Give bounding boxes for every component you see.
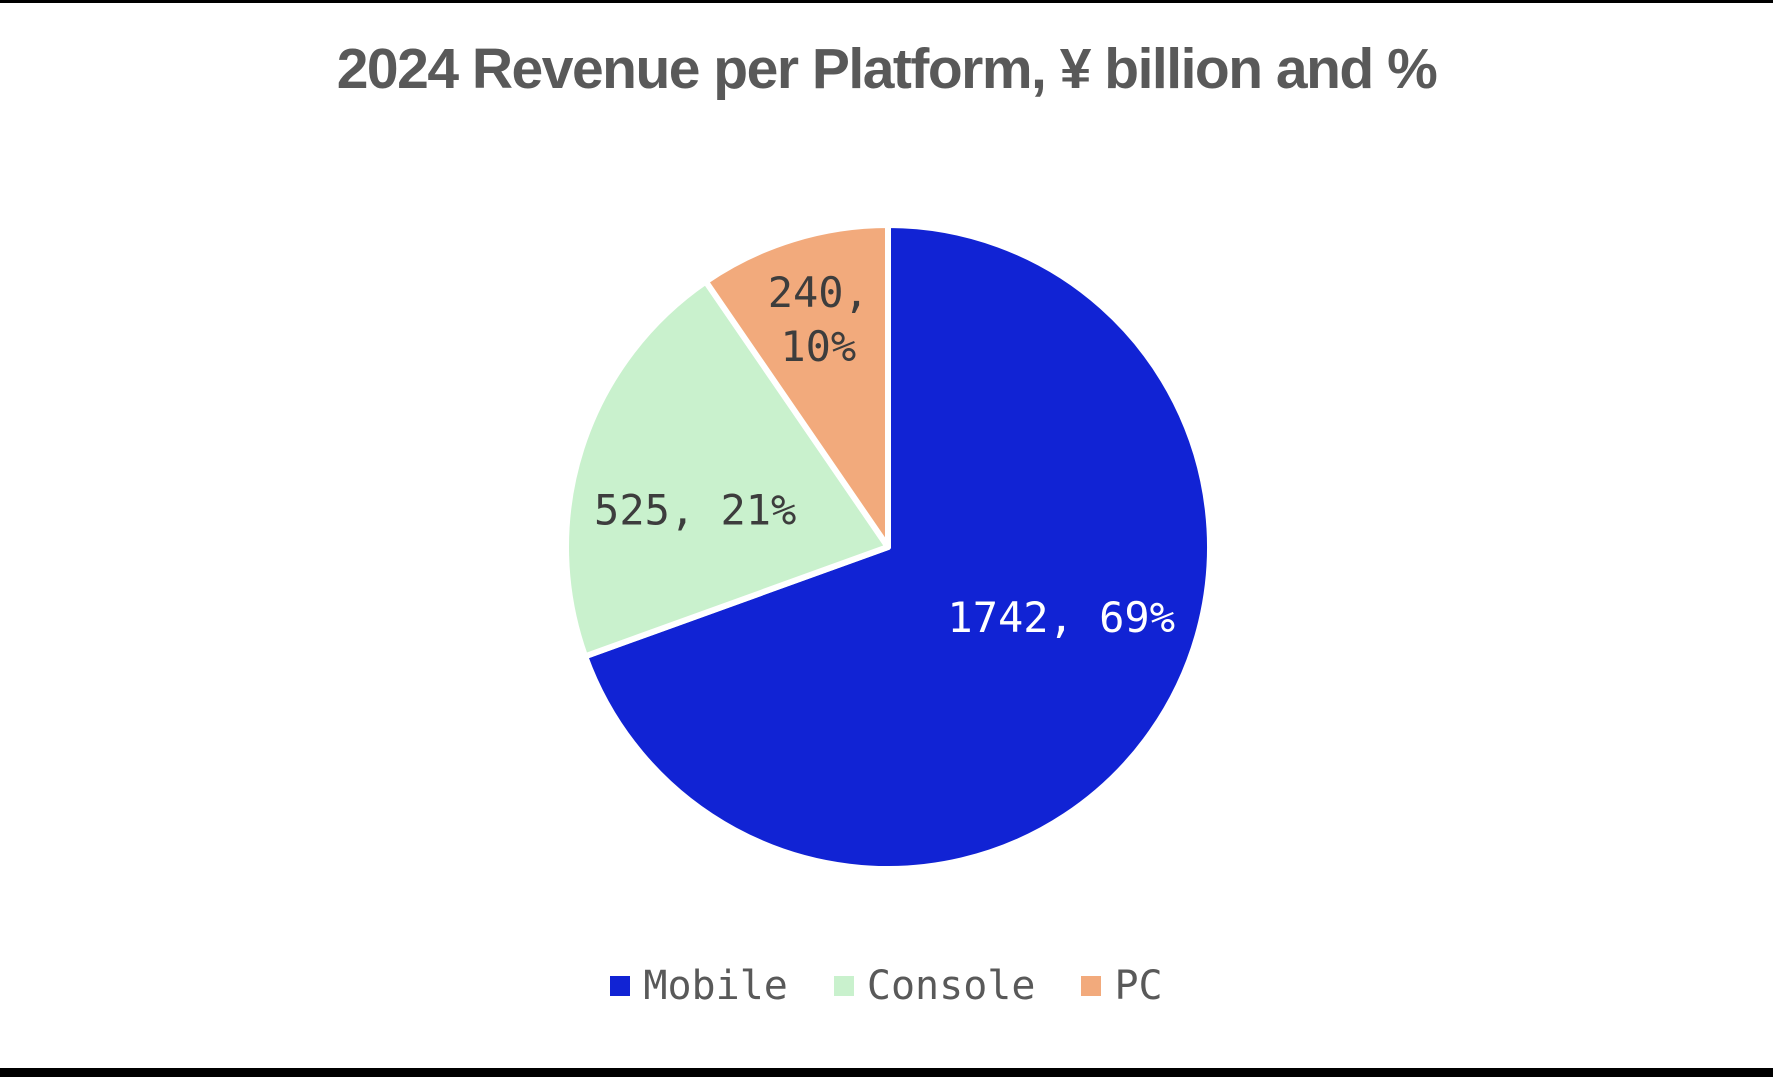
chart-title: 2024 Revenue per Platform, ¥ billion and… bbox=[336, 37, 1438, 101]
letterbox-top-bar bbox=[0, 0, 1773, 3]
legend-swatch-mobile-icon bbox=[610, 976, 631, 996]
legend-label-console: Console bbox=[866, 963, 1036, 1009]
legend-swatch-pc-icon bbox=[1081, 976, 1102, 996]
pie-slice-label-pc: 240, 10% bbox=[768, 268, 869, 371]
pie-chart: 1742, 69% 525, 21% 240, 10% bbox=[563, 222, 1213, 872]
pie-slice-console bbox=[563, 278, 891, 660]
legend-item-mobile: Mobile bbox=[610, 966, 788, 1006]
pie-slice-label-mobile: 1742, 69% bbox=[947, 593, 1175, 642]
legend-label-mobile: Mobile bbox=[643, 963, 788, 1009]
pie-slice-label-console: 525, 21% bbox=[594, 486, 796, 535]
legend-item-pc: PC bbox=[1081, 963, 1163, 1009]
legend-swatch-console-icon bbox=[833, 976, 854, 996]
legend-item-console: Console bbox=[833, 963, 1036, 1009]
legend-label-pc: PC bbox=[1114, 963, 1163, 1009]
pie-slice-pc bbox=[702, 222, 891, 550]
letterbox-bottom-bar bbox=[0, 1068, 1773, 1077]
chart-legend: Mobile Console PC bbox=[0, 966, 1773, 1006]
pie-slice-mobile bbox=[582, 222, 1213, 872]
